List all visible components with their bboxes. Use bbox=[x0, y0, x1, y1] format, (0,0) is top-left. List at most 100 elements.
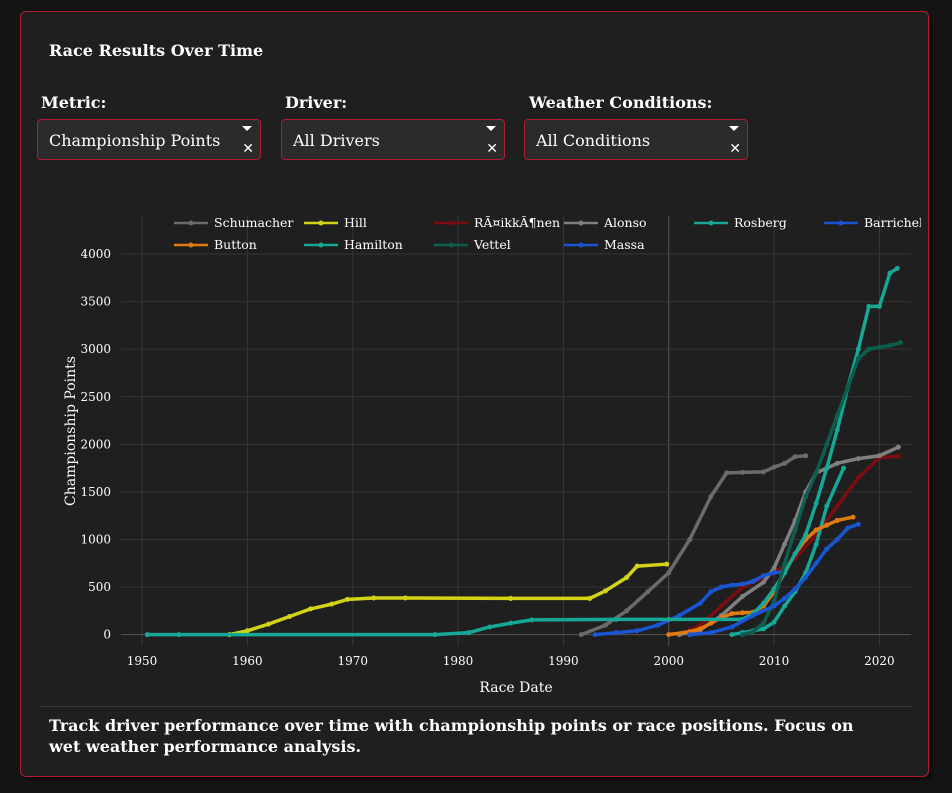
data-point bbox=[708, 589, 714, 595]
data-point bbox=[897, 340, 903, 346]
data-point bbox=[750, 578, 756, 584]
clear-x-icon[interactable]: ✕ bbox=[242, 141, 254, 157]
data-point bbox=[508, 595, 514, 601]
chevron-down-icon[interactable] bbox=[729, 126, 739, 131]
data-point bbox=[813, 470, 819, 476]
y-tick-label: 4000 bbox=[80, 247, 111, 261]
data-point bbox=[687, 536, 693, 542]
legend-item-label[interactable]: Barrichello bbox=[864, 215, 921, 230]
data-point bbox=[624, 575, 630, 581]
data-point bbox=[750, 629, 756, 635]
data-point bbox=[792, 586, 798, 592]
data-point bbox=[666, 632, 672, 638]
data-point bbox=[645, 589, 651, 595]
x-tick-label: 2020 bbox=[864, 654, 895, 668]
legend-marker bbox=[188, 242, 194, 248]
legend-item-label[interactable]: Schumacher bbox=[214, 215, 293, 230]
data-point bbox=[592, 632, 598, 638]
data-point bbox=[634, 628, 640, 634]
data-point bbox=[687, 632, 693, 638]
x-tick-label: 1990 bbox=[548, 654, 579, 668]
data-point bbox=[666, 570, 672, 576]
legend-item-label[interactable]: Rosberg bbox=[734, 215, 787, 230]
data-point bbox=[887, 270, 893, 276]
legend-item-label[interactable]: Hamilton bbox=[344, 237, 403, 252]
data-point bbox=[176, 632, 182, 638]
data-point bbox=[813, 527, 819, 533]
data-point bbox=[287, 614, 293, 620]
legend-item-label[interactable]: Button bbox=[214, 237, 257, 252]
data-point bbox=[803, 532, 809, 538]
clear-x-icon[interactable]: ✕ bbox=[486, 141, 498, 157]
data-point bbox=[824, 503, 830, 509]
data-point bbox=[895, 444, 901, 450]
panel-title: Race Results Over Time bbox=[49, 41, 264, 60]
metric-dropdown-value: Championship Points bbox=[49, 131, 221, 150]
data-point bbox=[697, 626, 703, 632]
data-point bbox=[739, 469, 745, 475]
legend-marker bbox=[448, 242, 454, 248]
legend-marker bbox=[188, 220, 194, 226]
y-tick-label: 1000 bbox=[80, 532, 111, 546]
chevron-down-icon[interactable] bbox=[486, 126, 496, 131]
data-point bbox=[655, 622, 661, 628]
data-point bbox=[729, 611, 735, 617]
data-point bbox=[792, 551, 798, 557]
data-point bbox=[782, 603, 788, 609]
data-point bbox=[697, 600, 703, 606]
data-point bbox=[603, 588, 609, 594]
legend-item-label[interactable]: Alonso bbox=[603, 215, 647, 230]
series-line-3 bbox=[677, 445, 901, 637]
legend-marker bbox=[448, 220, 454, 226]
data-point bbox=[676, 613, 682, 619]
data-point bbox=[855, 356, 861, 362]
race-results-line-chart[interactable]: 1950 1960 1970 1980 1990 2000 2010 2020 0 500 1000… bbox=[41, 192, 921, 702]
data-point bbox=[782, 460, 788, 466]
data-point bbox=[876, 303, 882, 309]
data-point bbox=[761, 579, 767, 585]
data-point bbox=[603, 622, 609, 628]
data-point bbox=[466, 630, 472, 636]
legend-marker bbox=[838, 220, 844, 226]
x-tick-label: 2010 bbox=[759, 654, 790, 668]
legend-marker bbox=[318, 220, 324, 226]
data-point bbox=[855, 521, 861, 527]
divider bbox=[39, 706, 912, 707]
legend-item-label[interactable]: Vettel bbox=[473, 237, 511, 252]
data-point bbox=[850, 514, 856, 520]
y-tick-label: 1500 bbox=[80, 485, 111, 499]
legend-item-label[interactable]: Hill bbox=[344, 215, 367, 230]
y-tick-label: 2500 bbox=[80, 390, 111, 404]
data-point bbox=[813, 541, 819, 547]
data-point bbox=[308, 606, 314, 612]
data-point bbox=[718, 603, 724, 609]
data-point bbox=[771, 565, 777, 571]
metric-dropdown[interactable]: Championship Points ✕ bbox=[37, 119, 261, 160]
data-point bbox=[718, 584, 724, 590]
data-point bbox=[529, 617, 535, 623]
series-line-7 bbox=[145, 266, 900, 637]
data-point bbox=[761, 573, 767, 579]
metric-label: Metric: bbox=[41, 93, 107, 112]
weather-label: Weather Conditions: bbox=[529, 93, 713, 112]
data-point bbox=[771, 586, 777, 592]
data-point bbox=[895, 453, 901, 459]
data-point bbox=[782, 595, 788, 601]
legend-item-label[interactable]: RÃ¤ikkÃ¶nen bbox=[474, 215, 560, 230]
data-point bbox=[824, 522, 830, 528]
driver-dropdown[interactable]: All Drivers ✕ bbox=[281, 119, 505, 160]
weather-dropdown[interactable]: All Conditions ✕ bbox=[524, 119, 748, 160]
data-point bbox=[866, 303, 872, 309]
data-point bbox=[834, 460, 840, 466]
chevron-down-icon[interactable] bbox=[242, 126, 252, 131]
data-point bbox=[708, 630, 714, 636]
data-point bbox=[771, 619, 777, 625]
data-point bbox=[708, 494, 714, 500]
driver-dropdown-value: All Drivers bbox=[293, 131, 380, 150]
data-point bbox=[771, 598, 777, 604]
clear-x-icon[interactable]: ✕ bbox=[729, 141, 741, 157]
data-point bbox=[887, 342, 893, 348]
legend-item-label[interactable]: Massa bbox=[604, 237, 645, 252]
data-point bbox=[708, 620, 714, 626]
data-point bbox=[824, 465, 830, 471]
